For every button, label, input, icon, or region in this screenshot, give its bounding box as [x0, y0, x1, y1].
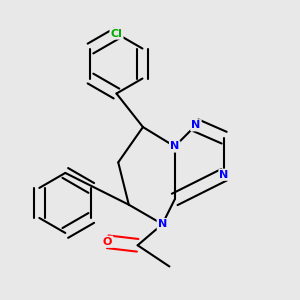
Text: N: N — [191, 120, 200, 130]
Text: N: N — [220, 170, 229, 180]
Text: Cl: Cl — [110, 28, 122, 38]
Text: N: N — [170, 142, 179, 152]
Text: O: O — [103, 237, 112, 247]
Text: N: N — [158, 219, 167, 229]
